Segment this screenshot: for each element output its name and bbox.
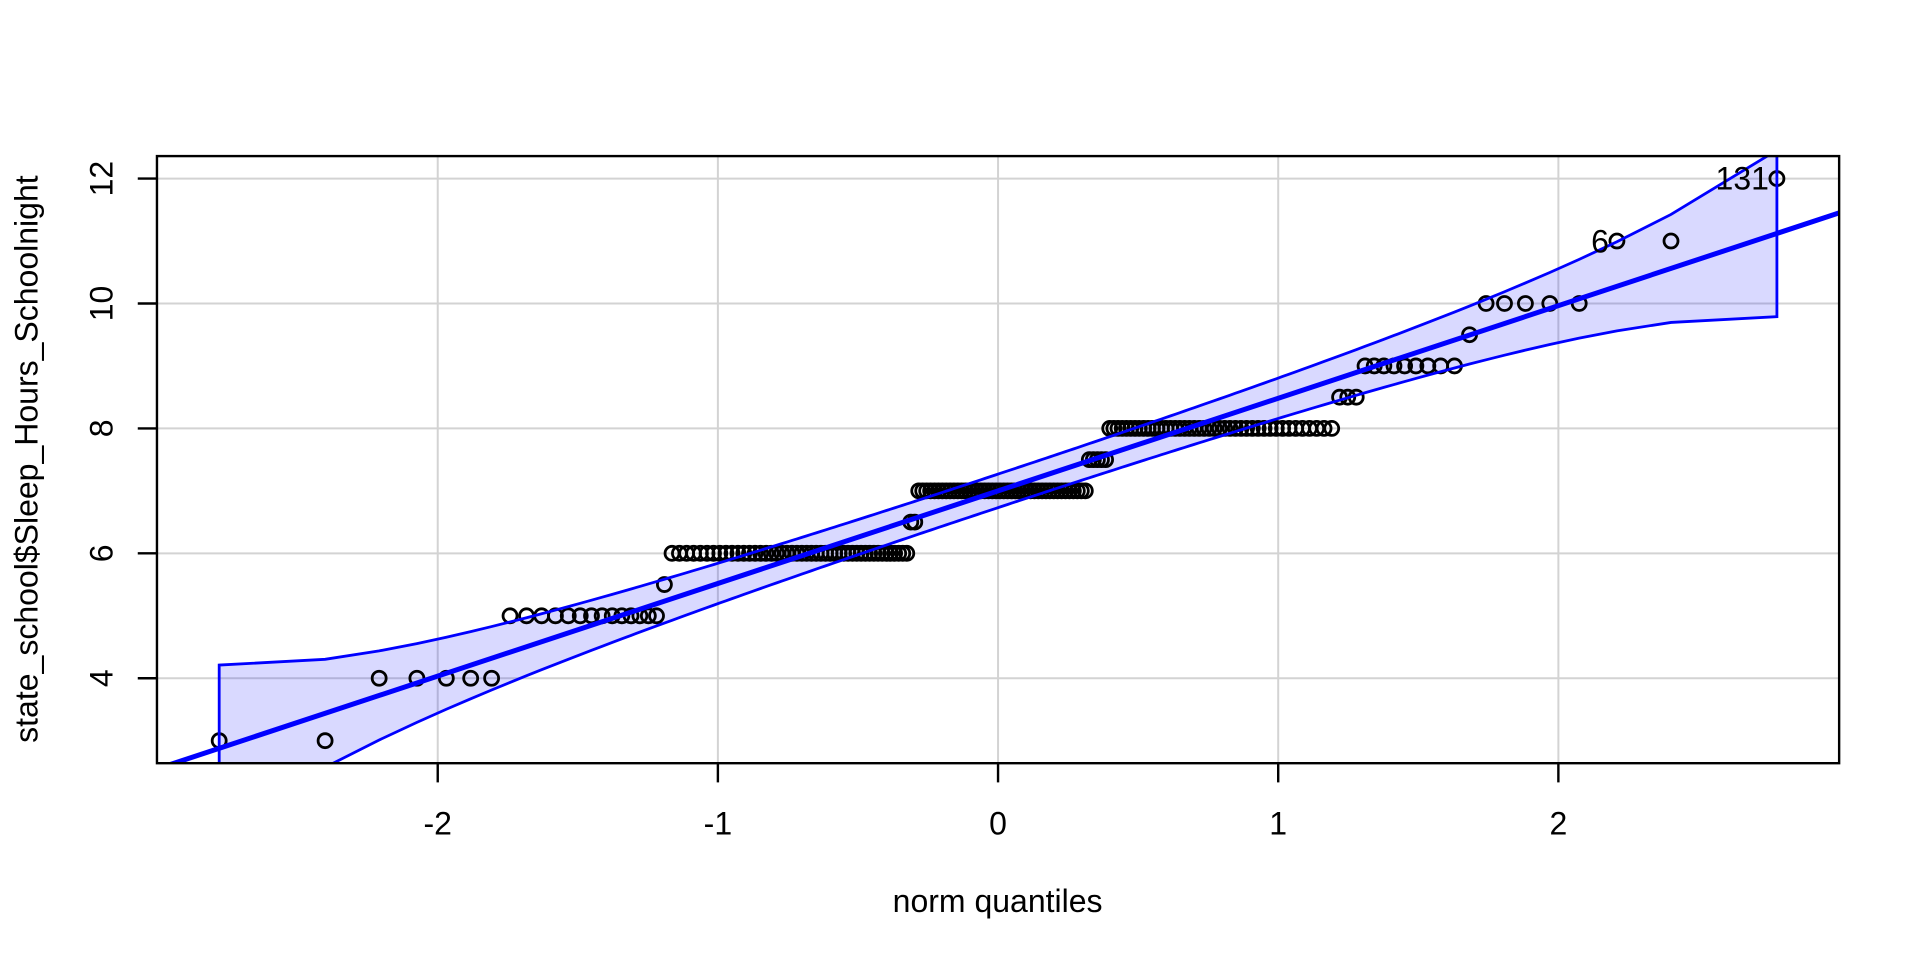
svg-text:12: 12 bbox=[84, 161, 120, 197]
svg-text:-1: -1 bbox=[704, 806, 732, 842]
svg-text:10: 10 bbox=[84, 286, 120, 322]
svg-text:8: 8 bbox=[84, 420, 120, 438]
svg-text:4: 4 bbox=[84, 669, 120, 687]
svg-text:0: 0 bbox=[989, 806, 1007, 842]
svg-text:131: 131 bbox=[1716, 161, 1769, 197]
svg-text:1: 1 bbox=[1269, 806, 1287, 842]
svg-text:state_school$Sleep_Hours_Schoo: state_school$Sleep_Hours_Schoolnight bbox=[9, 175, 45, 743]
svg-text:6: 6 bbox=[1591, 223, 1609, 259]
svg-text:2: 2 bbox=[1549, 806, 1567, 842]
svg-text:-2: -2 bbox=[424, 806, 452, 842]
svg-text:6: 6 bbox=[84, 544, 120, 562]
svg-text:norm quantiles: norm quantiles bbox=[893, 883, 1103, 919]
